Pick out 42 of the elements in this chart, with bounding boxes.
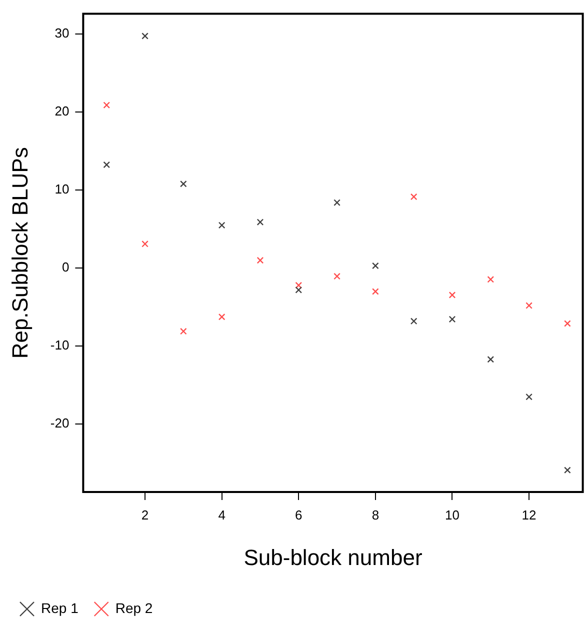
y-tick-label: 20	[54, 104, 70, 119]
point	[448, 316, 456, 323]
point	[372, 262, 379, 270]
point	[218, 313, 226, 320]
y-tick-label: 30	[54, 26, 70, 41]
x-tick-label: 8	[372, 507, 380, 522]
point	[334, 272, 340, 280]
point	[256, 256, 264, 264]
point	[487, 276, 494, 283]
point	[334, 199, 340, 206]
point	[448, 292, 456, 298]
point	[410, 318, 418, 325]
point	[103, 161, 110, 168]
point	[218, 222, 226, 229]
point	[295, 286, 302, 294]
point	[180, 328, 187, 335]
y-axis-title: Rep.Subblock BLUPs	[7, 147, 32, 359]
y-tick-label: 10	[54, 182, 70, 197]
point	[372, 288, 379, 295]
point	[180, 180, 187, 188]
point	[526, 393, 532, 400]
y-tick-label: -10	[50, 338, 70, 353]
y-tick-label: 0	[62, 260, 70, 275]
x-tick-label: 4	[218, 507, 226, 522]
point	[526, 302, 532, 309]
point	[564, 320, 571, 327]
point	[295, 282, 302, 289]
x-tick-label: 12	[522, 507, 536, 522]
y-tick-label: -20	[50, 416, 70, 431]
point	[142, 240, 148, 248]
legend-label: Rep 1	[41, 600, 79, 616]
x-tick-label: 10	[445, 507, 460, 522]
x-tick-label: 6	[295, 507, 302, 522]
point	[142, 32, 148, 40]
point	[487, 356, 494, 363]
legend-label: Rep 2	[115, 600, 153, 616]
x-tick-label: 2	[141, 507, 149, 522]
point	[256, 218, 264, 226]
x-axis-title: Sub-block number	[244, 544, 422, 570]
point	[564, 466, 571, 474]
point	[103, 102, 110, 108]
point	[410, 193, 418, 200]
